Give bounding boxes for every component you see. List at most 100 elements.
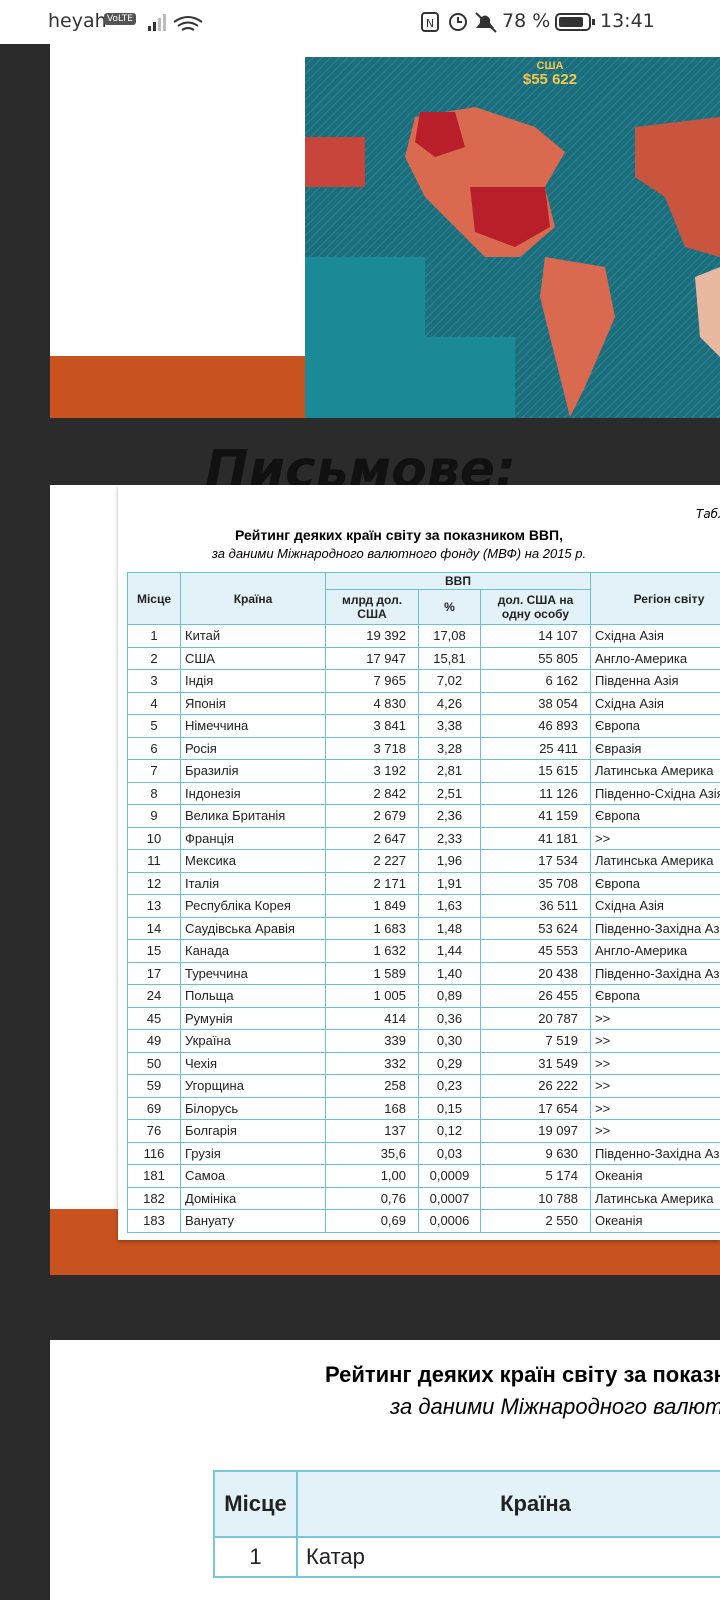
network: VoLTE bbox=[104, 13, 136, 25]
table-cell: >> bbox=[590, 826, 720, 850]
table-cell: 2 842 bbox=[325, 781, 419, 805]
table-cell: 17 654 bbox=[480, 1096, 591, 1120]
table-cell: 10 788 bbox=[480, 1186, 591, 1210]
table-cell: 4 bbox=[127, 691, 181, 715]
table-cell: Індонезія bbox=[180, 781, 326, 805]
table-cell: >> bbox=[590, 1029, 720, 1053]
table-cell: Німеччина bbox=[180, 714, 326, 738]
map-label: США bbox=[537, 60, 564, 72]
table-cell: Південно-Західна Азія bbox=[590, 916, 720, 940]
table-cell: 15,81 bbox=[418, 646, 481, 670]
table-cell: Європа bbox=[590, 871, 720, 895]
table-cell: 8 bbox=[127, 781, 181, 805]
table-row: 8 Індонезія 2 842 2,51 11 126 Південно-Східна… bbox=[127, 781, 720, 805]
table-title: Рейтинг деяких країн світу за показником… bbox=[235, 527, 563, 543]
header-cell: млрд дол. США bbox=[325, 589, 419, 625]
table-cell: 1 005 bbox=[325, 984, 419, 1008]
table-cell: США bbox=[180, 646, 326, 670]
table-cell: 0,03 bbox=[418, 1141, 481, 1165]
table-cell: Південна Азія bbox=[590, 669, 720, 693]
table-cell: 1 683 bbox=[325, 916, 419, 940]
table-cell: Франція bbox=[180, 826, 326, 850]
table-cell: 339 bbox=[325, 1029, 419, 1053]
table-cell: 3 bbox=[127, 669, 181, 693]
table-cell: 0,30 bbox=[418, 1029, 481, 1053]
table-cell: Катар bbox=[296, 1536, 720, 1578]
table-cell: Південно-Східна Азія bbox=[590, 781, 720, 805]
slide-subtitle: за даними Міжнародного валютного фонду bbox=[390, 1394, 720, 1419]
table-cell: Євразія bbox=[590, 736, 720, 760]
table-row: 7 Бразилія 3 192 2,81 15 615 Латинська Америк… bbox=[127, 759, 720, 783]
table-cell: 2,81 bbox=[418, 759, 481, 783]
table-cell: 414 bbox=[325, 1006, 419, 1030]
slide-3: Рейтинг деяких країн світу за показником… bbox=[50, 1340, 720, 1600]
table-cell: 0,29 bbox=[418, 1051, 481, 1075]
table-cell: 116 bbox=[127, 1141, 181, 1165]
table-cell: 41 159 bbox=[480, 804, 591, 828]
table-cell: Океанія bbox=[590, 1209, 720, 1233]
table-cell: 17 947 bbox=[325, 646, 419, 670]
table-cell: 15 bbox=[127, 939, 181, 963]
table-row: 45 Румунія 414 0,36 20 787 >> bbox=[127, 1006, 720, 1030]
table-cell: 3 841 bbox=[325, 714, 419, 738]
table-cell: 15 615 bbox=[480, 759, 591, 783]
table-row: 116 Грузія 35,6 0,03 9 630 Південно-Західна А… bbox=[127, 1141, 720, 1165]
table-cell: 1,48 bbox=[418, 916, 481, 940]
table-cell: 2 227 bbox=[325, 849, 419, 873]
table-cell: >> bbox=[590, 1051, 720, 1075]
table-cell: 45 553 bbox=[480, 939, 591, 963]
table-row: 15 Канада 1 632 1,44 45 553 Англо-Америка bbox=[127, 939, 720, 963]
table-row: 49 Україна 339 0,30 7 519 >> bbox=[127, 1029, 720, 1053]
slide-2: Таблиця Рейтинг деяких країн світу за по… bbox=[50, 485, 720, 1275]
table-cell: 2 171 bbox=[325, 871, 419, 895]
table-cell: Європа bbox=[590, 984, 720, 1008]
table-cell: Велика Британія bbox=[180, 804, 326, 828]
table-cell: Східна Азія bbox=[590, 624, 720, 648]
table-cell: 14 107 bbox=[480, 624, 591, 648]
table-cell: 55 805 bbox=[480, 646, 591, 670]
table-cell: Болгарія bbox=[180, 1119, 326, 1143]
table-cell: 14 bbox=[127, 916, 181, 940]
header-cell: дол. США на одну особу bbox=[480, 589, 591, 625]
gdp-table: Місце Країна ВВП Регіон світу млрд дол. США… bbox=[127, 572, 720, 1233]
table-row: 59 Угорщина 258 0,23 26 222 >> bbox=[127, 1074, 720, 1098]
table-cell: 1 589 bbox=[325, 961, 419, 985]
table-row: 5 Німеччина 3 841 3,38 46 893 Європа bbox=[127, 714, 720, 738]
table-cell: 168 bbox=[325, 1096, 419, 1120]
table-cell: Індія bbox=[180, 669, 326, 693]
table-cell: Румунія bbox=[180, 1006, 326, 1030]
battery-icon bbox=[555, 13, 595, 31]
table-cell: 17 bbox=[127, 961, 181, 985]
table-row: 182 Домініка 0,76 0,0007 10 788 Латинська Аме… bbox=[127, 1186, 720, 1210]
table-row: 10 Франція 2 647 2,33 41 181 >> bbox=[127, 826, 720, 850]
table-row: 12 Італія 2 171 1,91 35 708 Європа bbox=[127, 871, 720, 895]
table-cell: Самоа bbox=[180, 1164, 326, 1188]
table-cell: Південно-Західна Азія bbox=[590, 961, 720, 985]
table-cell: 0,23 bbox=[418, 1074, 481, 1098]
table-cell: 35,6 bbox=[325, 1141, 419, 1165]
table-cell: 26 222 bbox=[480, 1074, 591, 1098]
table-cell: Англо-Америка bbox=[590, 939, 720, 963]
table-subtitle: за даними Міжнародного валютного фонду (… bbox=[211, 546, 587, 561]
table-cell: 49 bbox=[127, 1029, 181, 1053]
table-cell: Південно-Західна Азія bbox=[590, 1141, 720, 1165]
table-cell: 0,36 bbox=[418, 1006, 481, 1030]
table-cell: 0,89 bbox=[418, 984, 481, 1008]
table-cell: 1,63 bbox=[418, 894, 481, 918]
table-cell: 11 bbox=[127, 849, 181, 873]
status-icons: N bbox=[421, 12, 497, 33]
table-cell: 59 bbox=[127, 1074, 181, 1098]
table-cell: Східна Азія bbox=[590, 894, 720, 918]
table-cell: 17,08 bbox=[418, 624, 481, 648]
table-cell: 13 bbox=[127, 894, 181, 918]
table-cell: 0,76 bbox=[325, 1186, 419, 1210]
carrier: heyah bbox=[48, 10, 107, 32]
table-cell: 38 054 bbox=[480, 691, 591, 715]
table-cell: 9 630 bbox=[480, 1141, 591, 1165]
table-cell: 183 bbox=[127, 1209, 181, 1233]
table-cell: Японія bbox=[180, 691, 326, 715]
table-row: 11 Мексика 2 227 1,96 17 534 Латинська Америк… bbox=[127, 849, 720, 873]
table-cell: 19 097 bbox=[480, 1119, 591, 1143]
